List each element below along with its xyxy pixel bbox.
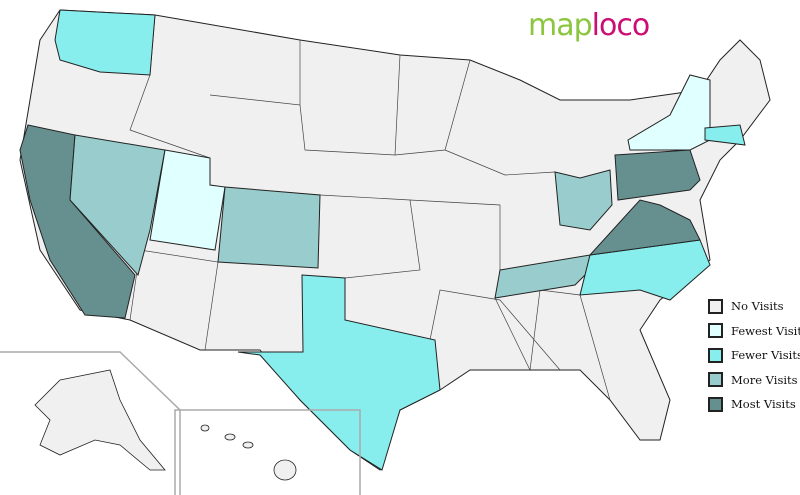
state-washington[interactable]: [54, 9, 156, 76]
state-massachusetts[interactable]: [704, 124, 746, 146]
legend-swatch: [708, 347, 723, 363]
legend-label: No Visits: [731, 299, 784, 314]
state-nevada[interactable]: [69, 134, 166, 277]
legend-item: Most Visits: [708, 392, 800, 417]
legend-label: Most Visits: [731, 397, 796, 412]
legend-label: Fewest Visits: [731, 323, 800, 338]
legend-item: More Visits: [708, 368, 800, 393]
legend-label: More Visits: [731, 372, 798, 387]
legend-swatch: [708, 372, 723, 388]
state-borders: [129, 14, 611, 401]
legend-label: Fewer Visits: [731, 348, 800, 363]
us-outline: [19, 9, 771, 471]
state-ohio[interactable]: [554, 169, 613, 231]
hawaii: [200, 424, 297, 481]
state-colorado[interactable]: [217, 186, 321, 269]
state-pennsylvania[interactable]: [614, 149, 701, 201]
inset-frames: [0, 351, 361, 495]
legend-item: No Visits: [708, 294, 800, 319]
maploco-logo: maploco: [528, 8, 650, 43]
legend-swatch: [708, 323, 723, 339]
legend-item: Fewer Visits: [708, 343, 800, 368]
state-new-york[interactable]: [627, 74, 711, 151]
alaska: [34, 369, 166, 471]
legend-item: Fewest Visits: [708, 319, 800, 344]
state-virginia[interactable]: [588, 199, 701, 256]
state-texas[interactable]: [237, 274, 441, 471]
legend: No Visits Fewest Visits Fewer Visits More V…: [708, 294, 800, 417]
legend-swatch: [708, 298, 723, 314]
legend-swatch: [708, 396, 723, 412]
